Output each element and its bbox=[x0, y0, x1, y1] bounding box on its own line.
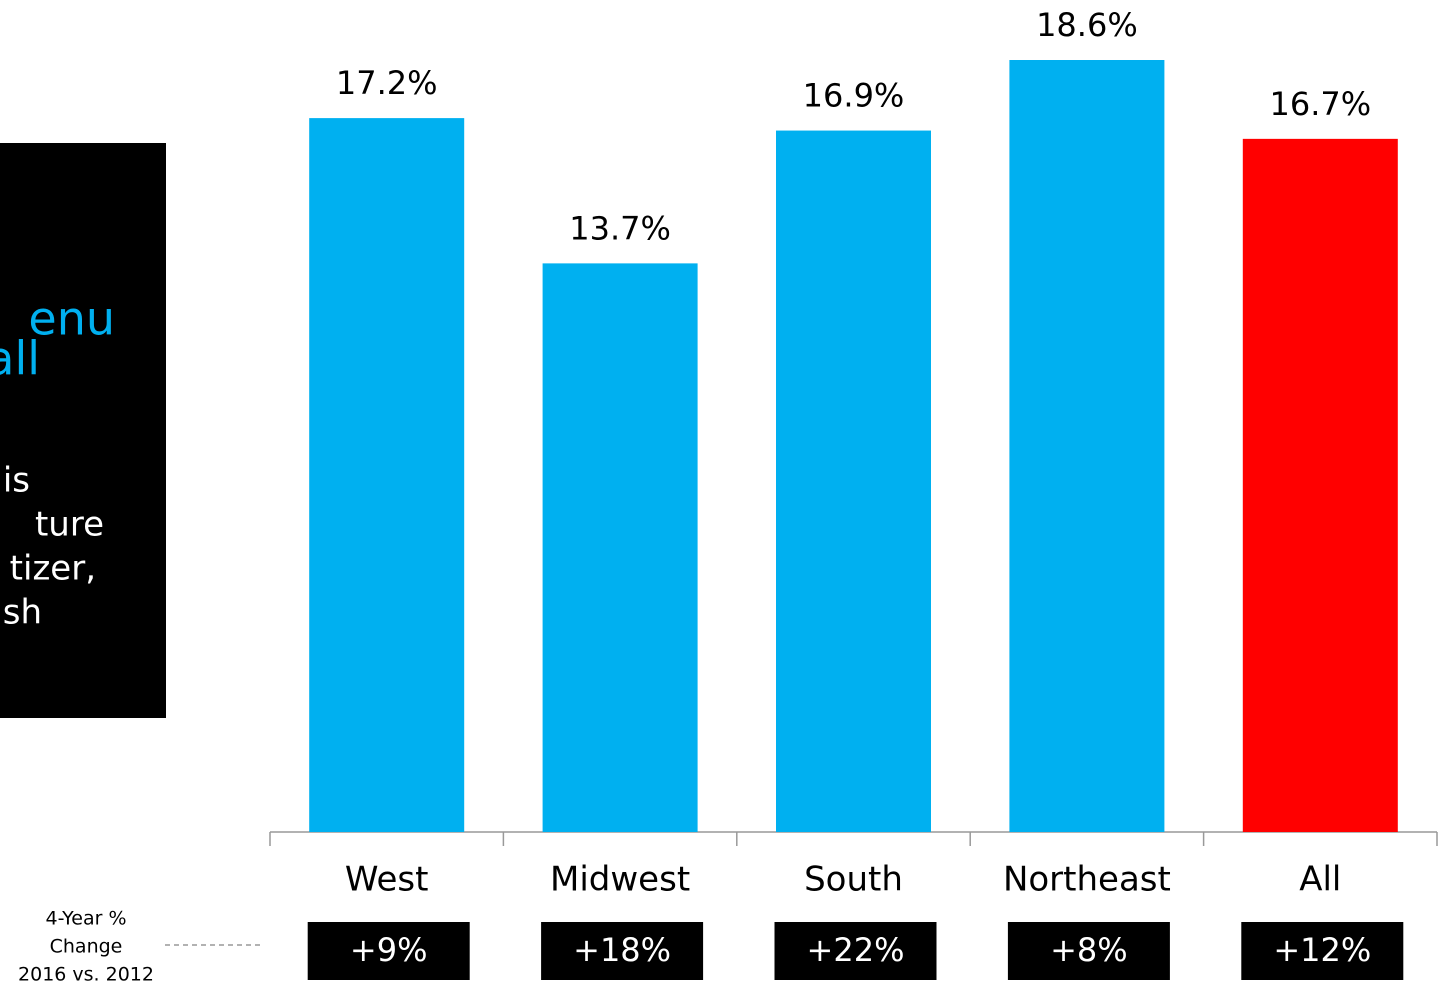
change-label: 4-Year % bbox=[45, 908, 126, 930]
change-box bbox=[774, 922, 937, 980]
x-tick-label: Northeast bbox=[1003, 860, 1171, 900]
value-label: 18.6% bbox=[1036, 6, 1138, 44]
bar bbox=[1009, 60, 1165, 832]
panel-text: ture bbox=[35, 505, 104, 545]
panel-heading: enu bbox=[28, 292, 115, 346]
change-value: +18% bbox=[573, 931, 671, 969]
value-label: 13.7% bbox=[569, 209, 671, 247]
change-box bbox=[541, 922, 704, 980]
x-tick-label: All bbox=[1299, 860, 1341, 900]
change-value: +8% bbox=[1050, 931, 1128, 969]
bar bbox=[309, 118, 465, 832]
value-label: 16.7% bbox=[1269, 85, 1371, 123]
panel-text: tizer, bbox=[10, 549, 96, 589]
panel-heading: all bbox=[0, 332, 40, 386]
change-value: +22% bbox=[807, 931, 905, 969]
bar bbox=[1242, 138, 1398, 832]
x-tick-label: West bbox=[345, 860, 429, 900]
panel-text: sh bbox=[3, 593, 42, 633]
change-box bbox=[307, 922, 470, 980]
bar bbox=[542, 263, 698, 832]
change-label: Change bbox=[50, 936, 123, 958]
change-value: +12% bbox=[1273, 931, 1371, 969]
panel-text: is bbox=[3, 461, 30, 501]
value-label: 16.9% bbox=[803, 77, 905, 115]
change-label: 2016 vs. 2012 bbox=[18, 964, 154, 986]
change-value: +9% bbox=[350, 931, 428, 969]
x-tick-label: Midwest bbox=[550, 860, 690, 900]
change-box bbox=[1007, 922, 1170, 980]
bar bbox=[776, 130, 931, 832]
value-label: 17.2% bbox=[336, 64, 438, 102]
change-box bbox=[1241, 922, 1404, 980]
x-tick-label: South bbox=[804, 860, 903, 900]
side-panel bbox=[0, 143, 166, 718]
